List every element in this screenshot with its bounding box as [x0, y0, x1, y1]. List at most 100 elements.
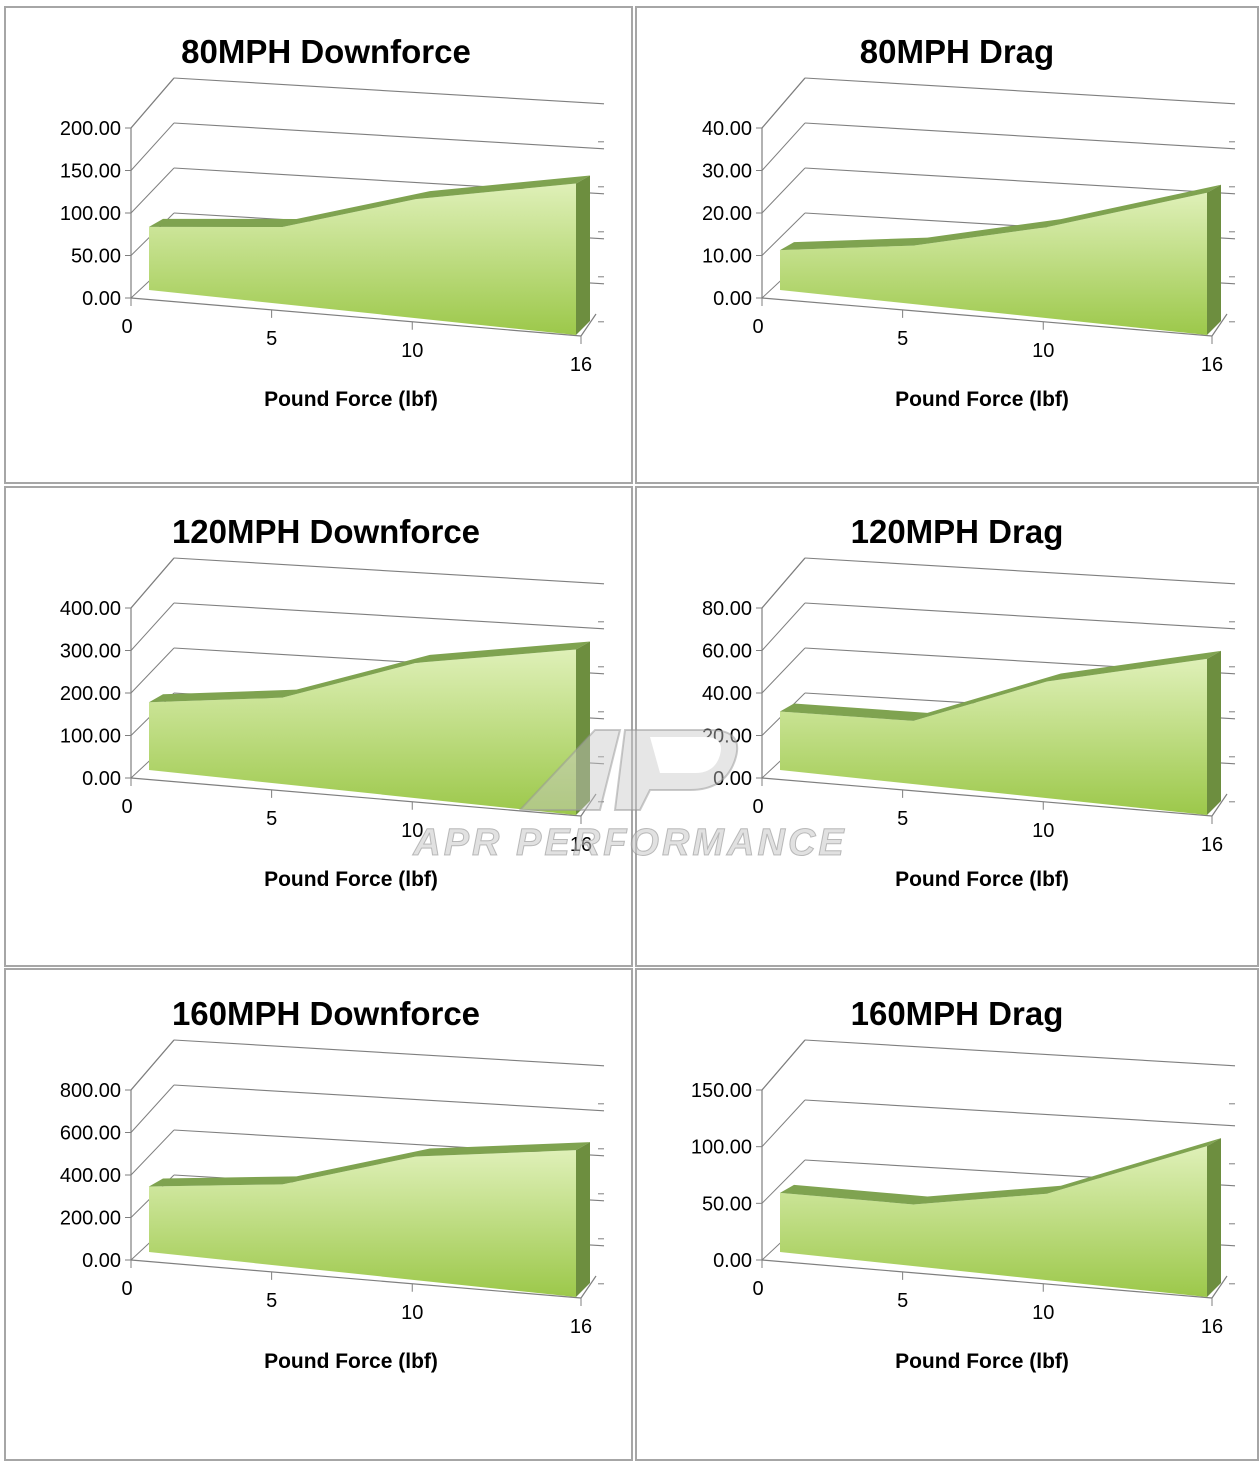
x-tick-label: 10	[401, 340, 423, 362]
gridline-depth	[761, 167, 806, 214]
x-tick-label: 5	[897, 1290, 908, 1312]
gridline-depth	[761, 602, 806, 651]
y-tick-label: 20.00	[702, 726, 752, 748]
y-tick-label: 0.00	[713, 288, 752, 310]
x-tick-label: 5	[266, 1290, 277, 1312]
area-side	[1207, 650, 1221, 815]
area-side	[576, 1142, 590, 1297]
chart-title: 160MPH Downforce	[172, 995, 480, 1032]
x-axis-title: Pound Force (lbf)	[264, 1350, 438, 1373]
y-tick-label: 200.00	[60, 1208, 121, 1230]
chart-title: 80MPH Drag	[860, 33, 1054, 70]
y-tick-label: 0.00	[82, 768, 121, 790]
gridline	[804, 77, 1236, 105]
y-tick-label: 30.00	[702, 161, 752, 183]
y-tick-label: 40.00	[702, 118, 752, 140]
area-ridge	[780, 184, 1221, 251]
x-axis-depth-line	[580, 1275, 597, 1299]
y-tick-label: 200.00	[60, 683, 121, 705]
area-front	[780, 658, 1207, 815]
gridline-depth	[761, 557, 806, 609]
y-tick-label: 150.00	[60, 161, 121, 183]
y-tick-label: 50.00	[71, 246, 121, 268]
x-tick-label: 5	[266, 808, 277, 830]
area-front	[149, 183, 576, 335]
y-tick-label: 800.00	[60, 1080, 121, 1102]
y-tick-label: 20.00	[702, 203, 752, 225]
x-axis-depth-line	[1211, 793, 1228, 817]
gridline	[804, 1039, 1236, 1067]
x-axis-title: Pound Force (lbf)	[895, 868, 1069, 891]
y-tick-label: 40.00	[702, 683, 752, 705]
area-side	[1207, 184, 1221, 335]
chart-group: 80MPH Downforce 200.00 150.00 100.00 50.00 0.…	[60, 33, 605, 411]
x-tick-label: 16	[1201, 834, 1223, 856]
gridline	[804, 1099, 1236, 1127]
chart-group: 80MPH Drag 40.00 30.00 20.00 10.00 0.000 5 10 16…	[702, 33, 1236, 411]
x-tick-label: 10	[1032, 340, 1054, 362]
area-ridge	[149, 641, 590, 703]
gridline-depth	[761, 122, 806, 171]
gridline-depth	[761, 1039, 806, 1091]
chart-group: 160MPH Downforce 800.00 600.00 400.00 200.00…	[60, 995, 605, 1373]
chart-svg: 160MPH Drag 150.00 100.00 50.00 0.000 5 10 16 Po…	[691, 995, 1236, 1373]
y-tick-label: 0.00	[82, 288, 121, 310]
x-axis-line	[761, 777, 1213, 817]
gridline-depth	[130, 167, 175, 214]
y-tick-label: 600.00	[60, 1123, 121, 1145]
y-tick-label: 0.00	[713, 1250, 752, 1272]
gridline-depth	[130, 1129, 175, 1176]
chart-svg: 120MPH Downforce400.00300.00200.00100.00…	[60, 513, 605, 891]
chart-group: 120MPH Downforce400.00300.00200.00100.00…	[60, 513, 605, 891]
y-tick-label: 100.00	[60, 726, 121, 748]
x-tick-label: 16	[570, 834, 592, 856]
area-front	[780, 1146, 1207, 1297]
y-tick-label: 0.00	[82, 1250, 121, 1272]
x-axis-line	[761, 1259, 1213, 1299]
x-axis-title: Pound Force (lbf)	[264, 868, 438, 891]
chart-group: 160MPH Drag 150.00 100.00 50.00 0.000 5 10 16 Po…	[691, 995, 1236, 1373]
x-axis-line	[130, 777, 582, 817]
x-tick-label: 10	[401, 820, 423, 842]
x-tick-label: 5	[897, 808, 908, 830]
x-axis-title: Pound Force (lbf)	[895, 1350, 1069, 1373]
gridline-depth	[761, 1159, 806, 1204]
x-axis-title: Pound Force (lbf)	[895, 388, 1069, 411]
chart-panel: 120MPH Drag 80.00 60.00 40.00 20.00 0.00 0 5 10 1…	[635, 486, 1259, 967]
x-tick-label: 0	[121, 1278, 132, 1300]
x-tick-label: 16	[570, 354, 592, 376]
x-tick-label: 16	[1201, 354, 1223, 376]
x-tick-label: 0	[121, 796, 132, 818]
chart-svg: 80MPH Drag 40.00 30.00 20.00 10.00 0.000 5 10 16…	[702, 33, 1236, 411]
x-tick-label: 16	[1201, 1316, 1223, 1338]
gridline	[173, 122, 605, 150]
chart-svg: 120MPH Drag 80.00 60.00 40.00 20.00 0.000 5 10 1…	[702, 513, 1236, 891]
area-front	[149, 1150, 576, 1297]
chart-panel: 120MPH Downforce 400.00 300.00 200.00 100.00…	[4, 486, 633, 967]
area-side	[576, 175, 590, 335]
gridline-depth	[130, 1039, 175, 1091]
gridline	[173, 557, 605, 585]
gridline-depth	[761, 647, 806, 694]
gridline	[173, 602, 605, 630]
gridline-depth	[761, 1099, 806, 1148]
y-tick-label: 80.00	[702, 598, 752, 620]
y-tick-label: 200.00	[60, 118, 121, 140]
x-tick-label: 0	[752, 1278, 763, 1300]
y-tick-label: 300.00	[60, 641, 121, 663]
gridline-depth	[761, 212, 806, 256]
chart-panel: 80MPH Drag 40.00 30.00 20.00 10.00 0.00 0 5 10 16…	[635, 6, 1259, 484]
y-tick-label: 60.00	[702, 641, 752, 663]
area-ridge	[780, 650, 1221, 721]
gridline-depth	[130, 1084, 175, 1133]
area-ridge	[149, 175, 590, 227]
area-side	[1207, 1138, 1221, 1297]
area-front	[780, 192, 1207, 335]
x-tick-label: 10	[401, 1302, 423, 1324]
x-axis-title: Pound Force (lbf)	[264, 388, 438, 411]
gridline	[804, 122, 1236, 150]
x-tick-label: 10	[1032, 1302, 1054, 1324]
x-tick-label: 0	[752, 796, 763, 818]
chart-svg: 80MPH Downforce 200.00 150.00 100.00 50.00 0.…	[60, 33, 605, 411]
